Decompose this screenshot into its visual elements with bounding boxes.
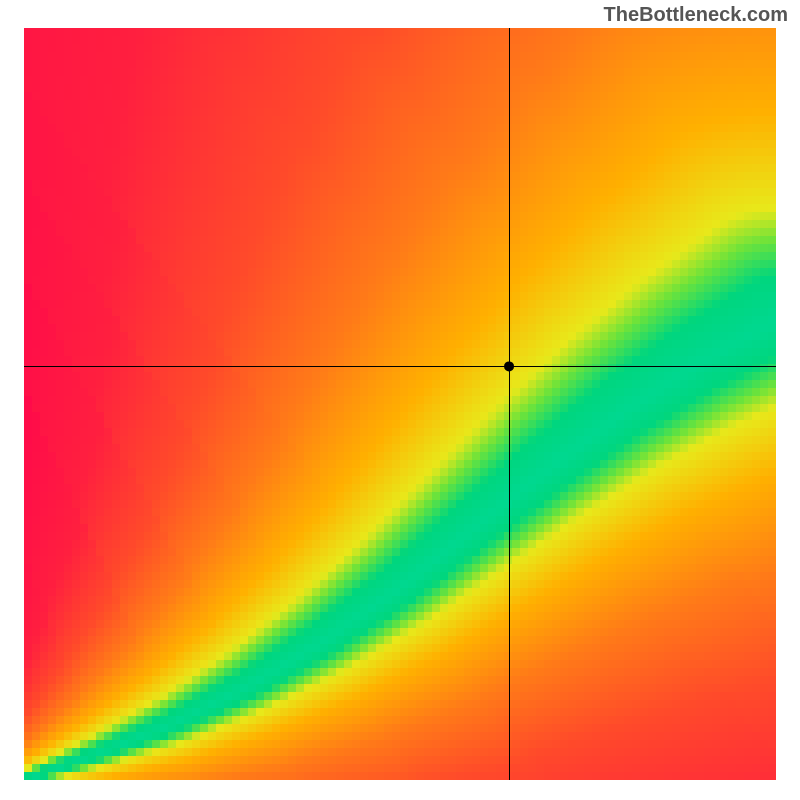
watermark-text: TheBottleneck.com [604,4,788,27]
crosshair-overlay [0,0,800,800]
chart-container: TheBottleneck.com [0,0,800,800]
